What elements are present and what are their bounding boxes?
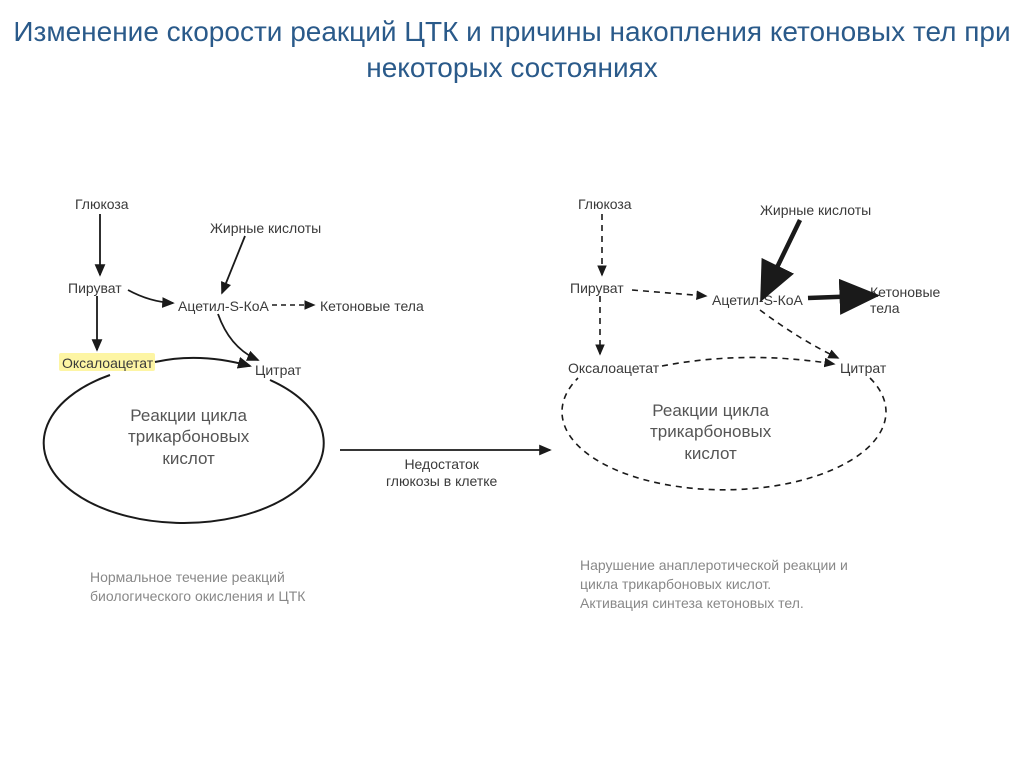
diagram-arrows — [0, 0, 1024, 767]
